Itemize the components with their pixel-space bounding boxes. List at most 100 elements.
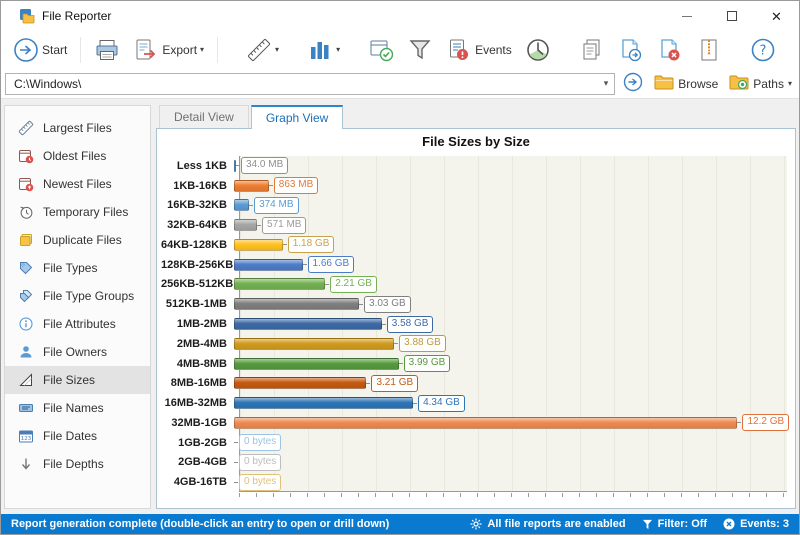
filter-status[interactable]: Filter: Off (642, 518, 707, 530)
duplicate-files-icon (18, 232, 34, 248)
bar-value-box[interactable]: 1.66 GB (307, 256, 355, 274)
bar-tick (236, 165, 240, 167)
schedule-button[interactable] (521, 35, 555, 65)
bar[interactable] (234, 377, 367, 390)
bar-value-box[interactable]: 3.21 GB (371, 374, 419, 392)
category-label: 256KB-512KB (161, 278, 234, 291)
bar-value-box[interactable]: 3.88 GB (399, 335, 446, 353)
path-dropdown-icon[interactable]: ▾ (603, 78, 609, 88)
bar-area: 1.18 GB (233, 235, 787, 255)
bar-tick (398, 363, 403, 365)
bar-value-box[interactable]: 1.18 GB (287, 236, 335, 254)
filter-button[interactable] (403, 35, 437, 65)
print-button[interactable] (90, 35, 124, 65)
close-button[interactable]: ✕ (754, 1, 799, 31)
graph-view-panel: File Sizes by Size Less 1KB 34.0 MB 1KB-16… (156, 128, 796, 509)
category-label: 1KB-16KB (173, 179, 227, 192)
sidebar-item-largest-files[interactable]: Largest Files (5, 114, 150, 142)
path-input[interactable] (12, 75, 600, 92)
bar[interactable] (234, 318, 382, 330)
sidebar-item-file-attributes[interactable]: File Attributes (5, 310, 150, 338)
minimize-icon (681, 15, 692, 17)
svg-text:123: 123 (21, 436, 32, 442)
help-button[interactable]: ? (746, 35, 780, 65)
export-icon (133, 37, 159, 63)
bar-value-box[interactable]: 12.2 GB (742, 414, 790, 432)
tab-detail-view[interactable]: Detail View (159, 105, 249, 128)
browse-button[interactable]: Browse (651, 72, 721, 95)
sidebar-item-file-sizes[interactable]: File Sizes (5, 366, 150, 394)
bar-value-box[interactable]: 0 bytes (239, 473, 282, 491)
sidebar-item-file-type-groups[interactable]: File Type Groups (5, 282, 150, 310)
sidebar-item-file-dates[interactable]: 123 File Dates (5, 422, 150, 450)
bar-value-box[interactable]: 4.34 GB (418, 394, 465, 412)
report-settings-button[interactable] (364, 35, 398, 65)
go-button[interactable] (620, 70, 646, 97)
chart-rows: Less 1KB 34.0 MB 1KB-16KB 863 MB 16KB-32KB 37… (161, 156, 790, 492)
document-arrow-icon (618, 37, 644, 63)
bar[interactable] (234, 179, 269, 192)
chart-view-button[interactable]: ▾ (303, 35, 344, 65)
chart-row: 8MB-16MB 3.21 GB (161, 373, 787, 393)
start-button[interactable]: Start (9, 35, 71, 65)
paths-button[interactable]: Paths ▾ (726, 72, 795, 95)
sidebar-item-file-names[interactable]: File Names (5, 394, 150, 422)
copy-button[interactable] (575, 35, 609, 65)
export-report-button[interactable] (614, 35, 648, 65)
go-arrow-icon (623, 72, 643, 95)
chart-row: 1KB-16KB 863 MB (161, 176, 787, 196)
bar[interactable] (234, 219, 258, 232)
bar-value-box[interactable]: 3.03 GB (364, 295, 411, 313)
measure-button[interactable]: ▾ (242, 35, 283, 65)
sidebar-item-duplicate-files[interactable]: Duplicate Files (5, 226, 150, 254)
chevron-down-icon: ▾ (336, 45, 341, 54)
archive-button[interactable] (692, 35, 726, 65)
bar-value-box[interactable]: 3.99 GB (403, 355, 451, 373)
sidebar-item-label: File Attributes (43, 317, 116, 331)
bar-value-box[interactable]: 0 bytes (239, 434, 282, 452)
bar-tick (257, 224, 262, 226)
maximize-button[interactable] (709, 1, 754, 31)
reports-status-label: All file reports are enabled (487, 518, 626, 530)
bar[interactable] (234, 159, 236, 172)
bar-tick (234, 442, 238, 444)
minimize-button[interactable] (664, 1, 709, 31)
bar[interactable] (234, 397, 414, 410)
bar-value-box[interactable]: 3.58 GB (386, 315, 434, 333)
sidebar-item-file-depths[interactable]: File Depths (5, 450, 150, 478)
bar-value-box[interactable]: 571 MB (262, 216, 307, 234)
bar-area: 374 MB (233, 196, 787, 216)
bar-value-box[interactable]: 34.0 MB (241, 157, 289, 175)
sidebar-item-newest-files[interactable]: Newest Files (5, 170, 150, 198)
sidebar-item-label: File Type Groups (43, 289, 135, 303)
bar-area: 1.66 GB (233, 255, 787, 275)
bar[interactable] (234, 258, 303, 271)
bar[interactable] (234, 416, 738, 429)
bar-value-box[interactable]: 0 bytes (239, 453, 282, 471)
sidebar-item-file-owners[interactable]: File Owners (5, 338, 150, 366)
bar-value-box[interactable]: 863 MB (273, 177, 319, 195)
bar[interactable] (234, 238, 283, 251)
reports-status[interactable]: All file reports are enabled (470, 518, 626, 530)
delete-report-button[interactable] (653, 35, 687, 65)
bar-value-box[interactable]: 2.21 GB (330, 275, 377, 293)
bar[interactable] (234, 357, 399, 370)
bar-area: 0 bytes (233, 472, 787, 492)
bar[interactable] (234, 278, 326, 291)
bar-area: 2.21 GB (233, 275, 787, 295)
bar-value-box[interactable]: 374 MB (254, 196, 299, 214)
events-label: Events (475, 43, 512, 57)
tab-graph-view[interactable]: Graph View (250, 105, 344, 129)
bar[interactable] (234, 199, 250, 212)
sidebar-item-temporary-files[interactable]: Temporary Files (5, 198, 150, 226)
sidebar-item-oldest-files[interactable]: Oldest Files (5, 142, 150, 170)
events-status-label: Events: 3 (740, 518, 789, 530)
events-button[interactable]: Events (442, 35, 516, 65)
bar-area: 571 MB (233, 215, 787, 235)
status-bar: Report generation complete (double-click… (1, 514, 799, 534)
export-button[interactable]: Export ▾ (129, 35, 208, 65)
sidebar-item-file-types[interactable]: File Types (5, 254, 150, 282)
bar[interactable] (234, 298, 360, 311)
bar[interactable] (234, 337, 395, 350)
events-status[interactable]: Events: 3 (723, 518, 789, 530)
